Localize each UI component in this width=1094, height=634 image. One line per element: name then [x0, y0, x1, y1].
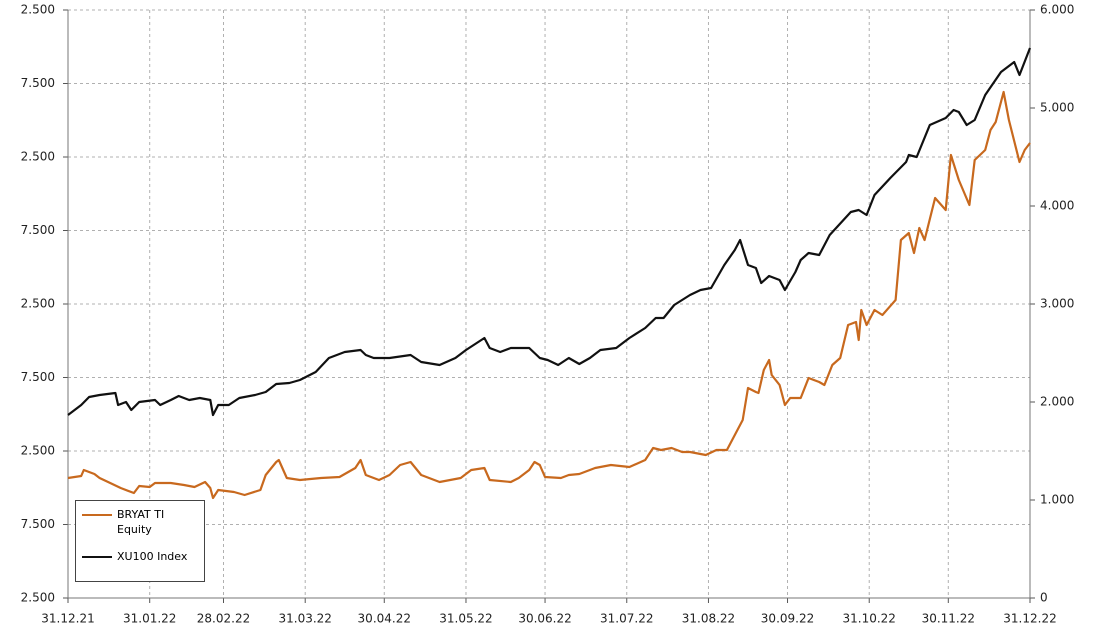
y-tick-label: 2.500: [21, 3, 55, 17]
legend-swatch: [82, 556, 112, 558]
y2-tick-label: 6.000: [1040, 3, 1074, 17]
x-tick-label: 28.02.22: [197, 612, 250, 626]
x-tick-label: 31.05.22: [439, 612, 492, 626]
y-tick-label: 7.500: [21, 517, 55, 531]
x-tick-label: 31.01.22: [123, 612, 176, 626]
legend-item: BRYAT TI Equity: [82, 507, 195, 537]
x-tick-label: 31.12.21: [41, 612, 94, 626]
y2-tick-label: 4.000: [1040, 199, 1074, 213]
x-tick-label: 30.11.22: [922, 612, 975, 626]
legend-item: XU100 Index: [82, 549, 195, 564]
y-tick-label: 2.500: [21, 591, 55, 605]
legend-swatch: [82, 514, 112, 516]
y-tick-label: 7.500: [21, 76, 55, 90]
legend-label: BRYAT TI Equity: [117, 508, 165, 536]
legend-label: XU100 Index: [117, 550, 188, 563]
x-tick-label: 31.08.22: [682, 612, 735, 626]
legend: BRYAT TI Equity XU100 Index: [75, 500, 205, 582]
x-tick-label: 30.09.22: [761, 612, 814, 626]
x-tick-label: 31.07.22: [600, 612, 653, 626]
y-tick-label: 7.500: [21, 223, 55, 237]
series-line: [67, 47, 1032, 417]
x-tick-label: 31.03.22: [278, 612, 331, 626]
y-tick-label: 2.500: [21, 297, 55, 311]
series-line: [67, 90, 1031, 500]
x-tick-label: 31.12.22: [1003, 612, 1056, 626]
x-tick-label: 30.04.22: [358, 612, 411, 626]
y2-tick-label: 2.000: [1040, 395, 1074, 409]
y2-tick-label: 5.000: [1040, 101, 1074, 115]
y2-tick-label: 3.000: [1040, 297, 1074, 311]
y-tick-label: 2.500: [21, 444, 55, 458]
y2-tick-label: 1.000: [1040, 493, 1074, 507]
x-tick-label: 30.06.22: [518, 612, 571, 626]
x-tick-label: 31.10.22: [843, 612, 896, 626]
y-tick-label: 2.500: [21, 150, 55, 164]
y-tick-label: 7.500: [21, 370, 55, 384]
y2-tick-label: 0: [1040, 591, 1048, 605]
